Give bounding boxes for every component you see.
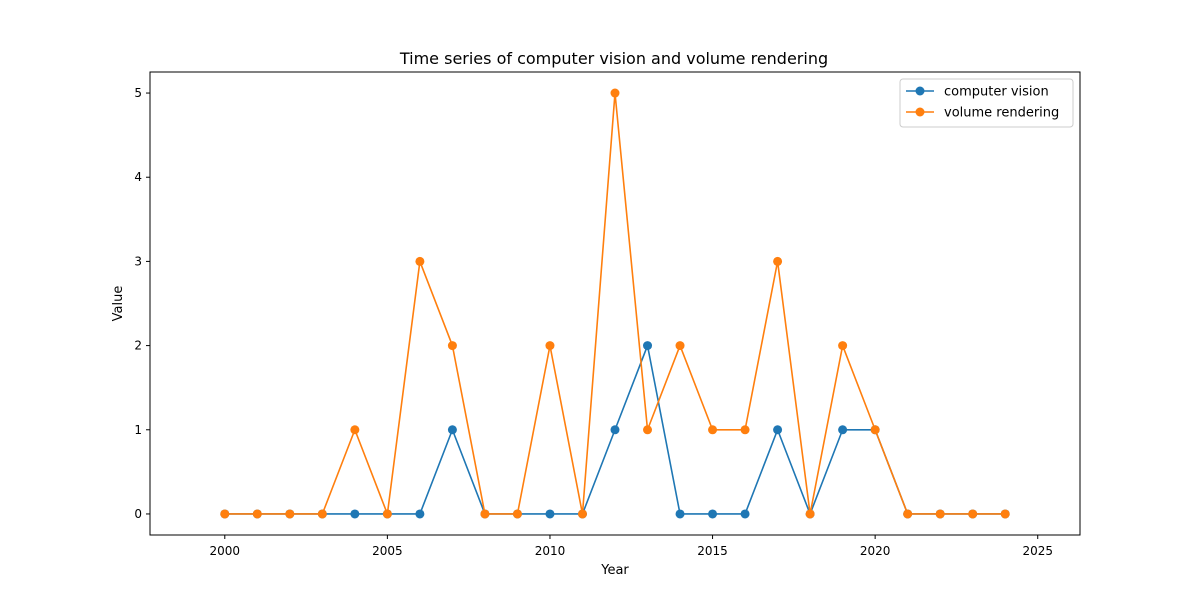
series-volume-rendering	[220, 88, 1010, 519]
data-point	[577, 509, 587, 519]
data-point	[545, 341, 555, 351]
data-point	[317, 509, 327, 519]
data-point	[740, 425, 750, 435]
data-point	[512, 509, 522, 519]
data-point	[545, 509, 555, 519]
legend: computer vision volume rendering	[899, 78, 1074, 128]
data-point	[708, 509, 718, 519]
legend-label: volume rendering	[944, 106, 1059, 121]
data-point	[740, 509, 750, 519]
data-point	[382, 509, 392, 519]
y-tick-label: 2	[134, 339, 142, 353]
data-point	[252, 509, 262, 519]
data-point	[480, 509, 490, 519]
legend-swatch-marker	[915, 86, 925, 96]
data-point	[1000, 509, 1010, 519]
data-point	[447, 425, 457, 435]
y-tick-label: 1	[134, 423, 142, 437]
data-point	[610, 88, 620, 98]
data-point	[870, 425, 880, 435]
data-point	[285, 509, 295, 519]
legend-swatch-marker	[915, 107, 925, 117]
data-point	[675, 341, 685, 351]
data-point	[935, 509, 945, 519]
y-tick-label: 4	[134, 170, 142, 184]
data-point	[415, 509, 425, 519]
legend-item: volume rendering	[906, 106, 1059, 121]
axes-frame	[149, 71, 1081, 536]
data-point	[350, 509, 360, 519]
data-point	[838, 425, 848, 435]
legend-label: computer vision	[944, 85, 1049, 100]
data-point	[805, 509, 815, 519]
legend-box	[899, 78, 1074, 128]
data-point	[415, 256, 425, 266]
x-tick-label: 2000	[210, 544, 241, 558]
data-point	[610, 425, 620, 435]
chart-title: Time series of computer vision and volum…	[399, 49, 828, 68]
data-point	[708, 425, 718, 435]
data-point	[773, 425, 783, 435]
y-tick-label: 0	[134, 507, 142, 521]
data-point	[773, 256, 783, 266]
plot-area	[220, 88, 1010, 519]
data-point	[643, 341, 653, 351]
y-axis-label: Value	[111, 286, 126, 322]
data-point	[350, 425, 360, 435]
x-tick-label: 2005	[372, 544, 403, 558]
axis-ticks: 2000 2005 2010 2015 2020 2025 0 1 2 3 4 5	[134, 86, 1053, 558]
data-point	[838, 341, 848, 351]
x-axis-label: Year	[600, 563, 629, 578]
x-tick-label: 2015	[697, 544, 728, 558]
data-point	[968, 509, 978, 519]
y-tick-label: 5	[134, 86, 142, 100]
data-point	[903, 509, 913, 519]
data-point	[220, 509, 230, 519]
x-tick-label: 2025	[1022, 544, 1053, 558]
data-point	[643, 425, 653, 435]
x-tick-label: 2020	[860, 544, 891, 558]
data-point	[447, 341, 457, 351]
data-point	[675, 509, 685, 519]
y-tick-label: 3	[134, 254, 142, 268]
x-tick-label: 2010	[535, 544, 566, 558]
legend-item: computer vision	[906, 85, 1049, 100]
